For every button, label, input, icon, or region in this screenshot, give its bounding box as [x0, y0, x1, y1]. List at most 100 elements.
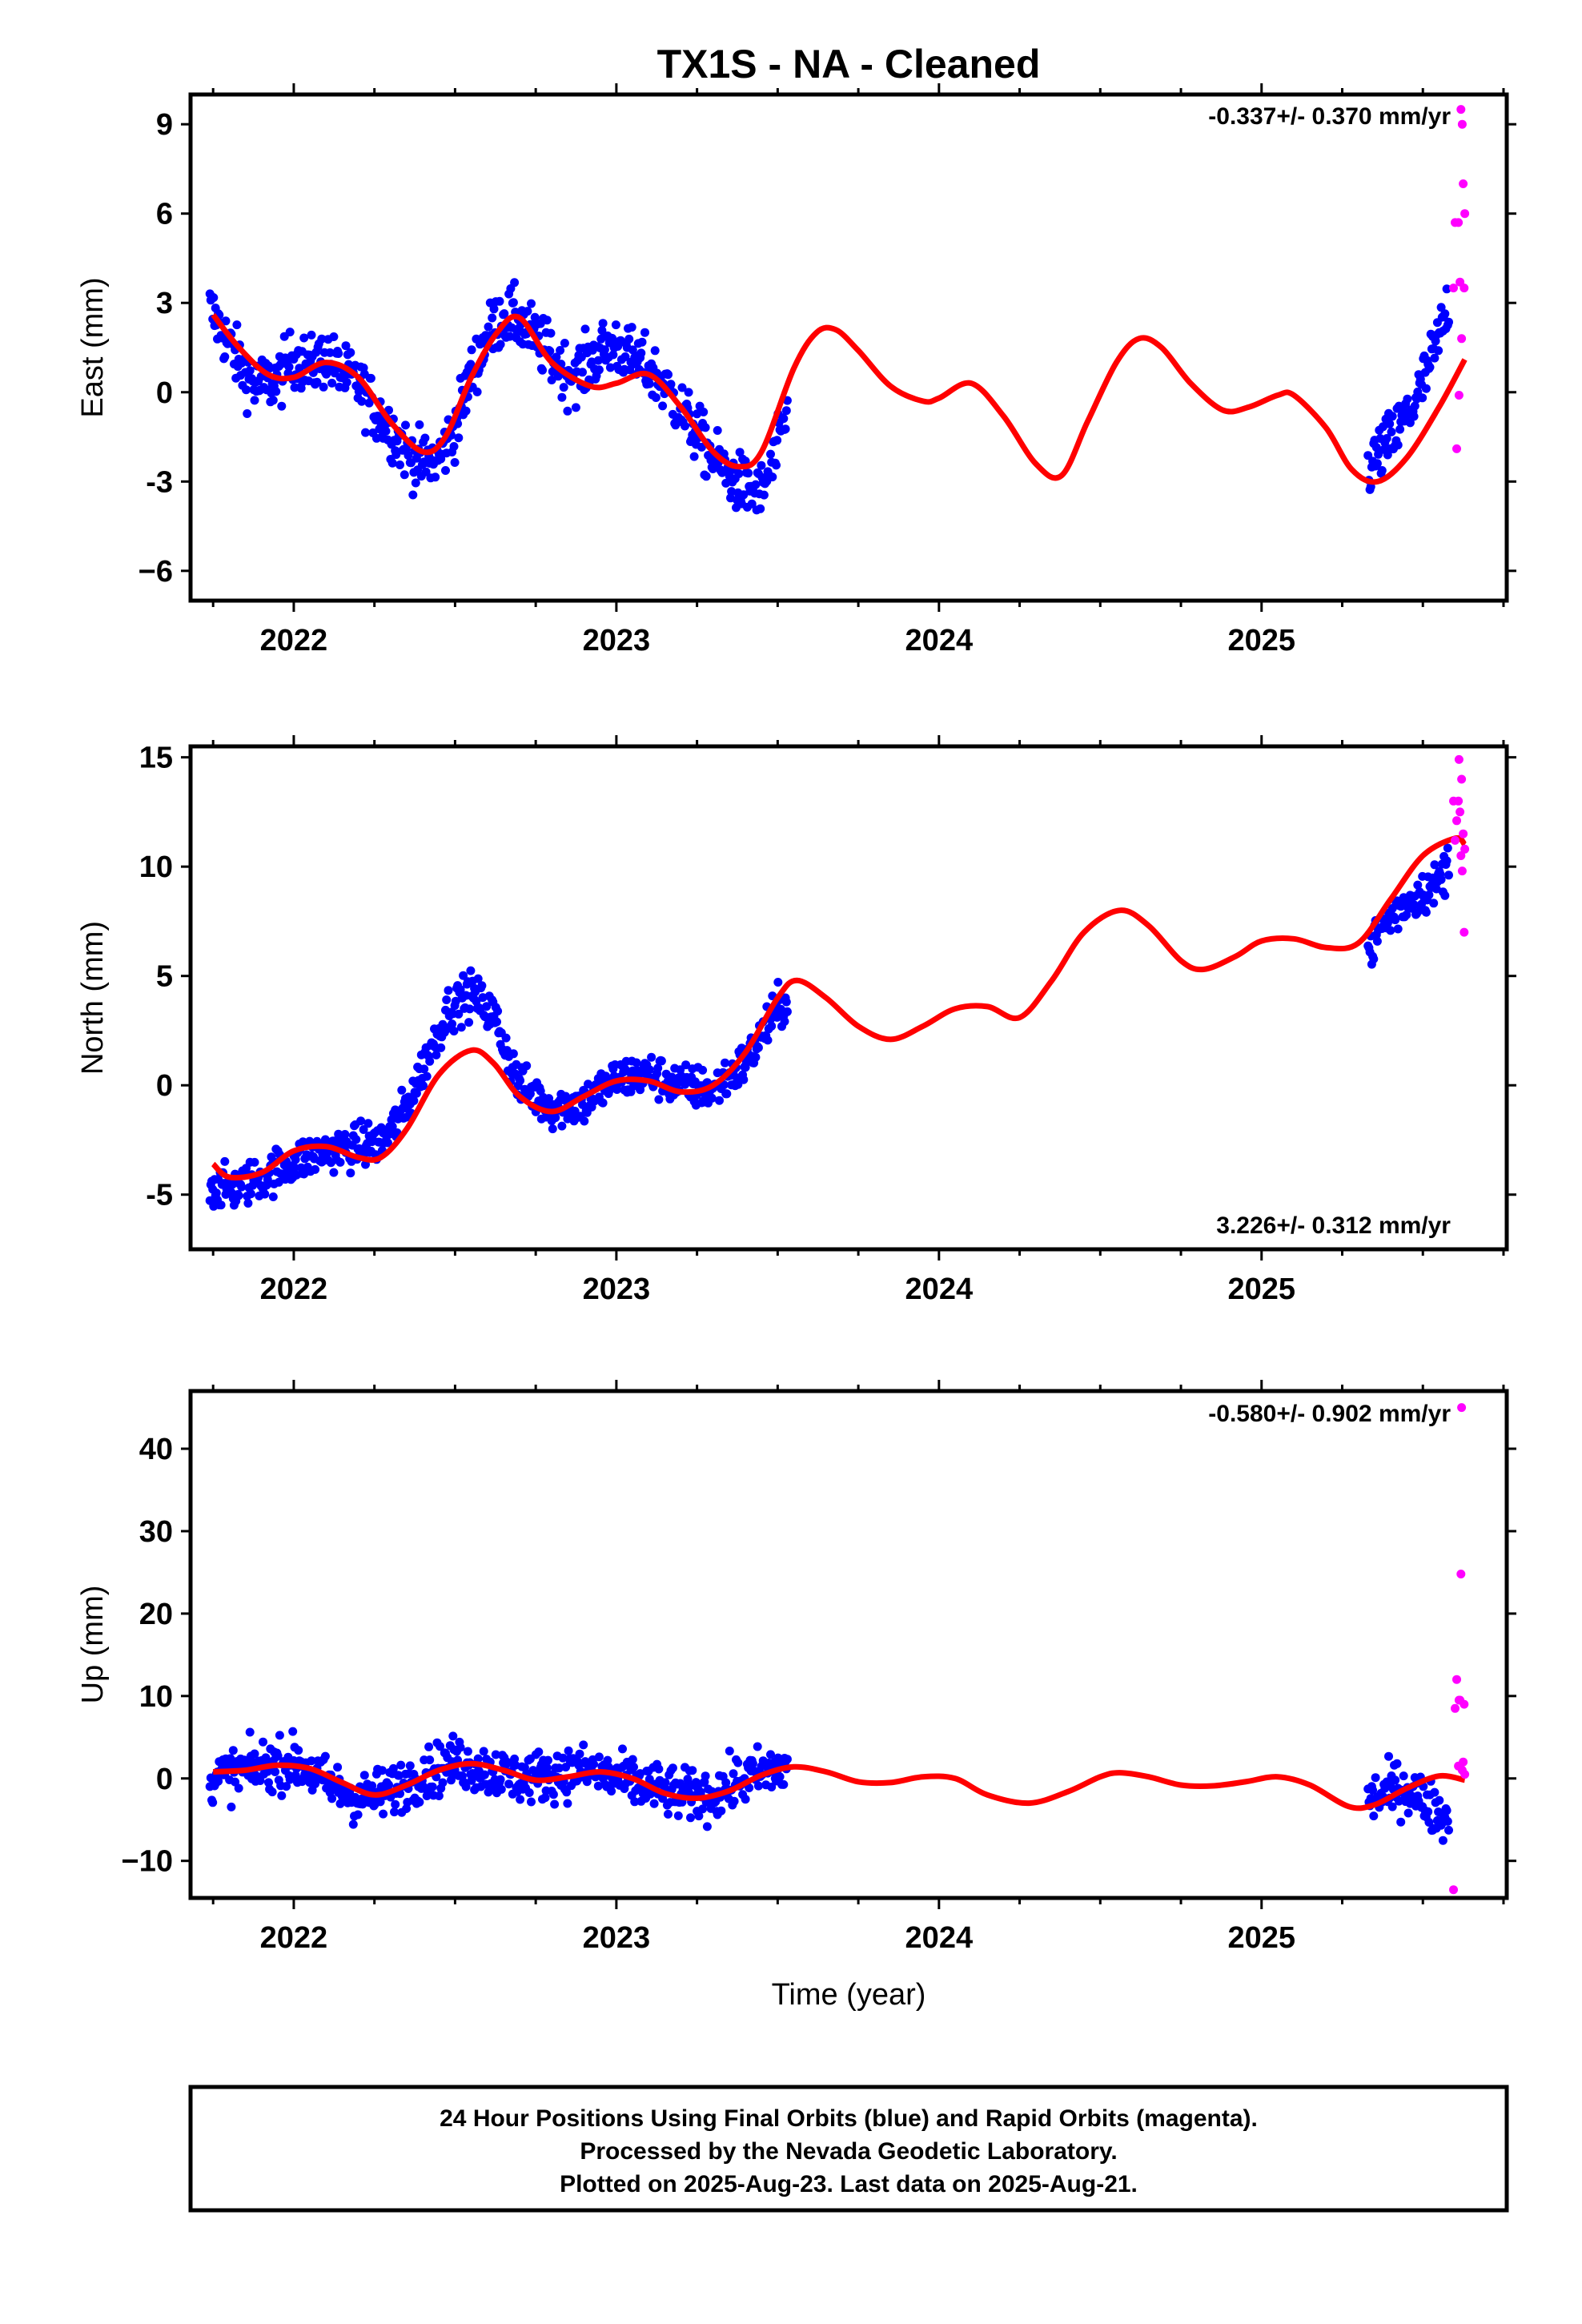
final-orbit-point [391, 1799, 400, 1809]
final-orbit-point [580, 324, 590, 334]
final-orbit-point [412, 1088, 421, 1098]
y-tick-label: -5 [146, 1179, 173, 1212]
final-orbit-point [317, 334, 327, 344]
y-axis-label: East (mm) [76, 277, 110, 417]
final-orbit-point [550, 1799, 560, 1809]
rapid-orbit-point [1449, 1885, 1458, 1895]
final-orbit-point [444, 986, 453, 995]
y-tick-label: 20 [139, 1598, 173, 1631]
final-orbit-point [1371, 443, 1381, 452]
final-orbit-point [1438, 1835, 1447, 1845]
panel-data-layer [205, 1403, 1470, 1895]
final-orbit-point [734, 469, 744, 478]
x-axis-label: Time (year) [772, 1978, 926, 2012]
final-orbit-point [400, 470, 409, 480]
final-orbit-point [1429, 899, 1439, 908]
final-orbit-point [396, 460, 404, 469]
y-tick-label: 0 [156, 376, 173, 410]
final-orbit-point [436, 1043, 446, 1052]
final-orbit-point [656, 1056, 666, 1066]
final-orbit-point [334, 349, 343, 358]
final-orbit-point [781, 997, 791, 1007]
final-orbit-point [1387, 427, 1396, 436]
final-orbit-point [1436, 875, 1446, 884]
final-orbit-point [1434, 346, 1443, 356]
final-orbit-point [489, 304, 499, 314]
final-orbit-point [250, 396, 259, 405]
final-orbit-point [408, 490, 418, 500]
rate-annotation: -0.580+/- 0.902 mm/yr [1208, 1401, 1451, 1427]
final-orbit-point [449, 442, 459, 451]
final-orbit-point [432, 1050, 441, 1059]
final-orbit-point [1387, 1802, 1397, 1811]
final-orbit-point [422, 1072, 432, 1081]
final-orbit-point [228, 1746, 238, 1755]
final-orbit-point [1384, 1751, 1393, 1761]
final-orbit-point [208, 1798, 218, 1807]
final-orbit-point [351, 1135, 361, 1144]
final-orbit-point [540, 1793, 550, 1803]
rapid-orbit-point [1459, 1757, 1468, 1767]
y-axis-label: North (mm) [76, 921, 110, 1075]
final-orbit-point [467, 345, 476, 355]
final-orbit-point [722, 1089, 732, 1099]
final-orbit-point [747, 499, 757, 509]
final-orbit-point [751, 480, 761, 489]
final-orbit-point [594, 1752, 604, 1762]
rapid-orbit-point [1457, 1403, 1467, 1413]
final-orbit-point [325, 348, 335, 357]
final-orbit-point [673, 1811, 683, 1820]
final-orbit-point [307, 330, 316, 340]
final-orbit-point [496, 340, 505, 349]
final-orbit-point [259, 1737, 267, 1747]
final-orbit-point [319, 382, 328, 392]
final-orbit-point [275, 1731, 284, 1740]
final-orbit-point [775, 1772, 785, 1782]
final-orbit-point [434, 1791, 444, 1800]
final-orbit-point [271, 387, 281, 396]
panel-3: 40 30 20 10 0 −10 2022 2023 2024 2025 Up (mm) -0.58… [76, 1380, 1516, 1955]
final-orbit-point [644, 1065, 654, 1075]
rapid-orbit-point [1454, 754, 1464, 764]
final-orbit-point [729, 1796, 739, 1806]
final-orbit-point [285, 328, 295, 337]
final-orbit-point [448, 1731, 458, 1741]
final-orbit-point [459, 971, 468, 980]
final-orbit-point [751, 1052, 761, 1062]
final-orbit-point [735, 448, 745, 457]
x-tick-label: 2022 [260, 1921, 328, 1955]
final-orbit-point [291, 1155, 300, 1164]
final-orbit-point [564, 1746, 573, 1755]
final-orbit-point [753, 1781, 763, 1791]
final-orbit-point [237, 1182, 247, 1192]
final-orbit-point [779, 414, 789, 424]
final-orbit-point [390, 1807, 399, 1817]
final-orbit-point [1402, 910, 1411, 919]
final-orbit-point [1442, 284, 1452, 294]
final-orbit-point [522, 1061, 532, 1071]
final-orbit-point [773, 436, 782, 445]
final-orbit-point [757, 460, 766, 470]
rapid-orbit-point [1460, 927, 1469, 937]
final-orbit-point [516, 1076, 525, 1085]
final-orbit-point [1430, 860, 1439, 870]
final-orbit-point [1430, 1787, 1439, 1797]
final-orbit-point [405, 1761, 415, 1771]
final-orbit-point [428, 1782, 437, 1791]
final-orbit-point [273, 1751, 283, 1760]
final-orbit-point [661, 1778, 670, 1787]
final-orbit-point [508, 1049, 518, 1059]
final-orbit-point [542, 316, 552, 325]
y-tick-label: 30 [139, 1515, 173, 1549]
y-tick-label: 9 [156, 108, 173, 142]
y-tick-label: 0 [156, 1763, 173, 1796]
final-orbit-point [243, 1199, 253, 1208]
final-orbit-point [496, 1775, 505, 1784]
rapid-orbit-point [1454, 218, 1464, 227]
final-orbit-point [466, 966, 476, 975]
final-orbit-point [493, 1007, 503, 1016]
final-orbit-point [294, 1746, 303, 1755]
final-orbit-point [1409, 900, 1419, 910]
rapid-orbit-point [1459, 179, 1468, 188]
x-tick-label: 2024 [905, 624, 974, 657]
